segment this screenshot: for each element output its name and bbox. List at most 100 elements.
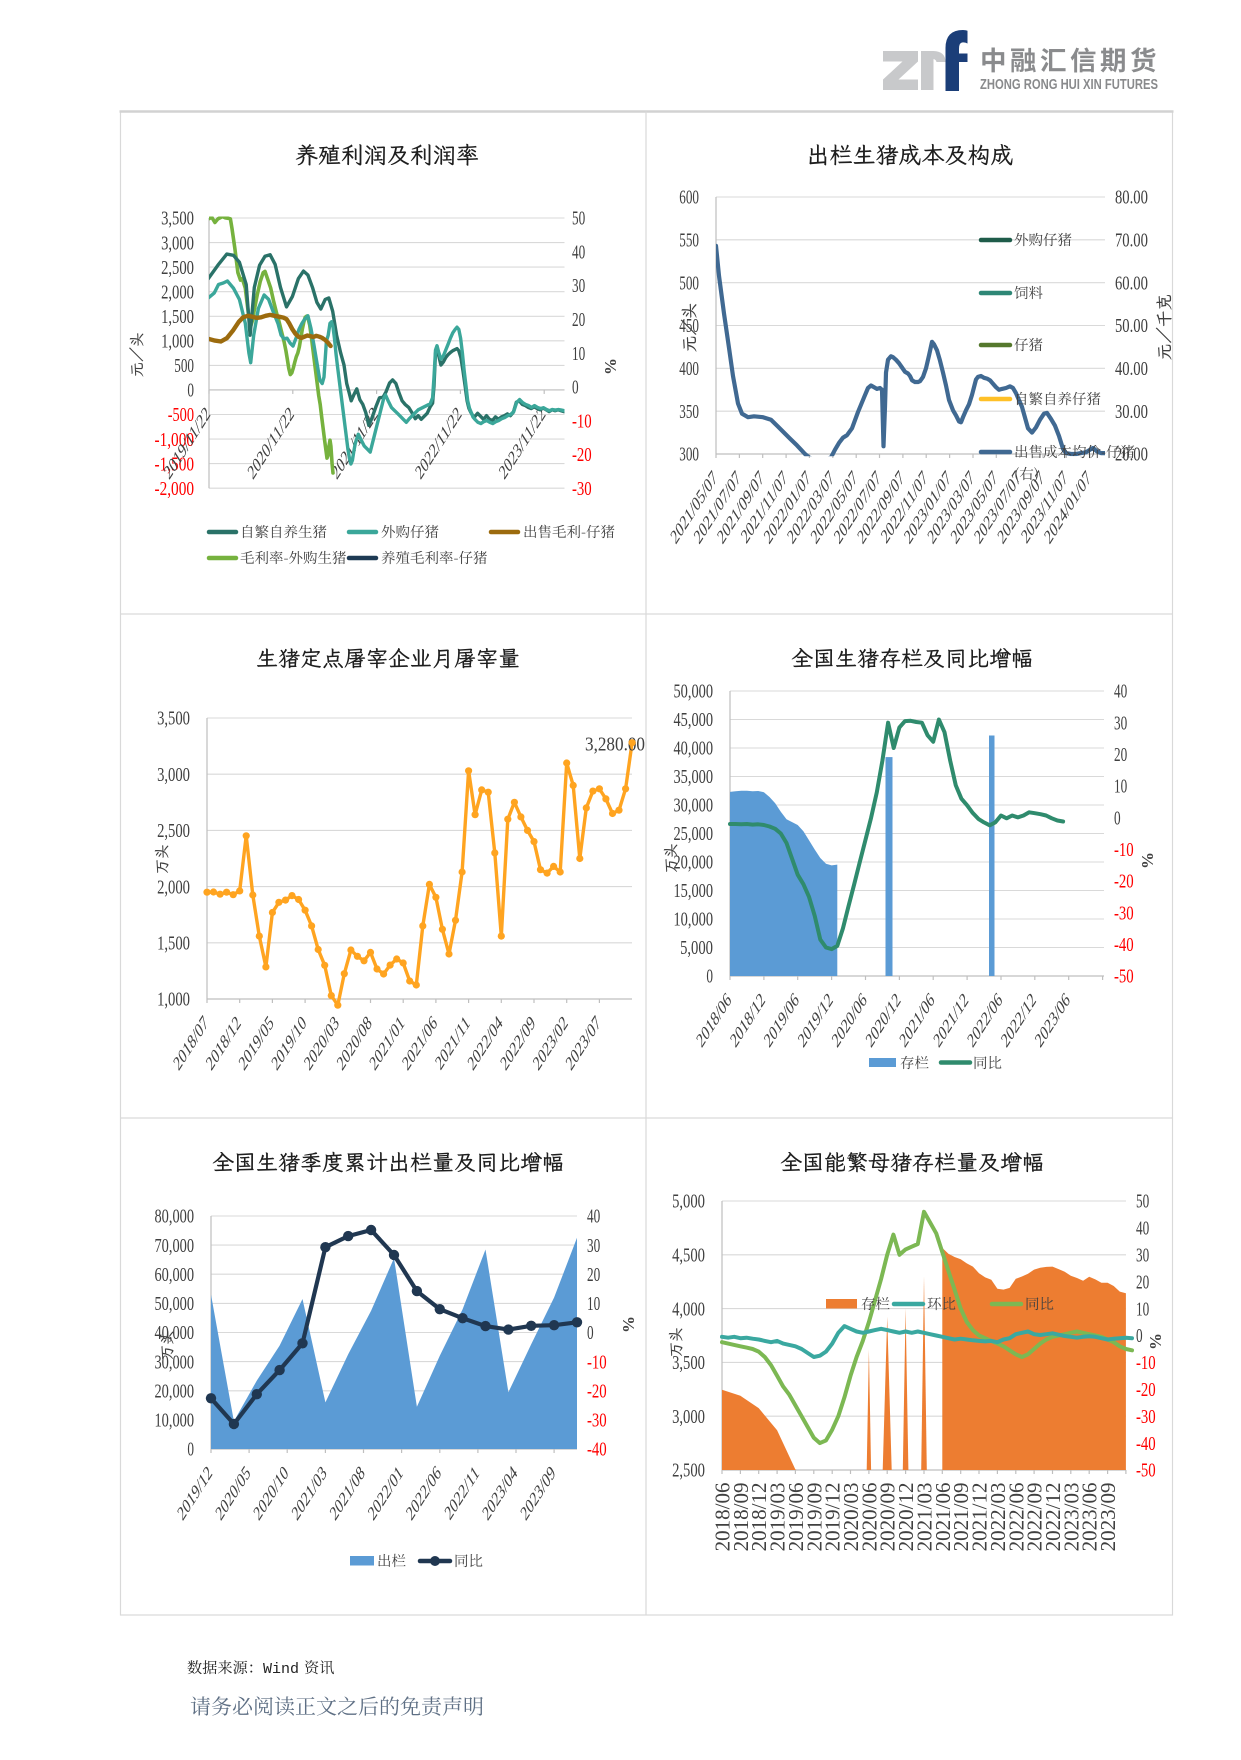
svg-text:2018/06: 2018/06 bbox=[711, 1483, 735, 1552]
svg-text:-20: -20 bbox=[1114, 871, 1134, 893]
svg-text:-10: -10 bbox=[1114, 839, 1134, 861]
svg-text:400: 400 bbox=[679, 358, 699, 380]
svg-text:40: 40 bbox=[1136, 1218, 1149, 1240]
svg-text:40,000: 40,000 bbox=[674, 738, 714, 760]
svg-text:3,500: 3,500 bbox=[161, 208, 194, 230]
svg-text:-10: -10 bbox=[1136, 1352, 1156, 1374]
svg-text:2023/06: 2023/06 bbox=[1078, 1483, 1102, 1552]
svg-text:20,000: 20,000 bbox=[155, 1381, 195, 1403]
svg-text:50.00: 50.00 bbox=[1115, 315, 1148, 337]
svg-text:5,000: 5,000 bbox=[672, 1191, 705, 1213]
svg-text:70.00: 70.00 bbox=[1115, 230, 1148, 252]
svg-text:2023/03: 2023/03 bbox=[1059, 1483, 1083, 1552]
svg-text:2,000: 2,000 bbox=[161, 281, 194, 303]
svg-text:15,000: 15,000 bbox=[674, 880, 714, 902]
svg-text:25,000: 25,000 bbox=[674, 823, 714, 845]
svg-text:-30: -30 bbox=[587, 1410, 607, 1432]
svg-text:1,000: 1,000 bbox=[161, 331, 194, 353]
svg-text:350: 350 bbox=[679, 401, 699, 423]
svg-text:2021/03: 2021/03 bbox=[913, 1483, 937, 1552]
svg-text:0: 0 bbox=[1136, 1325, 1143, 1347]
svg-text:%: % bbox=[619, 1316, 638, 1333]
svg-text:10: 10 bbox=[1114, 776, 1127, 798]
svg-text:20: 20 bbox=[587, 1264, 600, 1286]
svg-text:10: 10 bbox=[572, 343, 585, 365]
svg-text:40.00: 40.00 bbox=[1115, 358, 1148, 380]
svg-text:30: 30 bbox=[1114, 712, 1127, 734]
svg-text:20: 20 bbox=[1114, 744, 1127, 766]
svg-text:%: % bbox=[1146, 1333, 1165, 1350]
svg-text:3,500: 3,500 bbox=[157, 708, 190, 730]
svg-text:-2,000: -2,000 bbox=[155, 478, 195, 500]
svg-text:2022/06: 2022/06 bbox=[1004, 1483, 1028, 1552]
svg-text:2020/06: 2020/06 bbox=[857, 1483, 881, 1552]
svg-text:-500: -500 bbox=[168, 404, 194, 426]
svg-text:-40: -40 bbox=[1136, 1433, 1156, 1455]
svg-text:20: 20 bbox=[1136, 1271, 1149, 1293]
svg-text:-40: -40 bbox=[1114, 934, 1134, 956]
svg-text:2022/12: 2022/12 bbox=[1041, 1483, 1065, 1552]
svg-text:-40: -40 bbox=[587, 1439, 607, 1461]
svg-text:10,000: 10,000 bbox=[155, 1410, 195, 1432]
svg-text:3,500: 3,500 bbox=[672, 1352, 705, 1374]
svg-text:-30: -30 bbox=[572, 478, 592, 500]
svg-text:2021/06: 2021/06 bbox=[931, 1483, 955, 1552]
svg-text:4,000: 4,000 bbox=[672, 1298, 705, 1320]
svg-text:3,000: 3,000 bbox=[672, 1406, 705, 1428]
svg-text:500: 500 bbox=[174, 355, 194, 377]
svg-text:40: 40 bbox=[1114, 681, 1127, 703]
svg-text:2018/09: 2018/09 bbox=[729, 1483, 753, 1552]
svg-text:50,000: 50,000 bbox=[674, 681, 714, 703]
svg-text:2022/03: 2022/03 bbox=[986, 1483, 1010, 1552]
svg-text:%: % bbox=[601, 358, 620, 375]
svg-text:30,000: 30,000 bbox=[674, 795, 714, 817]
svg-text:500: 500 bbox=[679, 272, 699, 294]
svg-text:-1,500: -1,500 bbox=[155, 453, 195, 475]
svg-text:300: 300 bbox=[679, 444, 699, 466]
svg-text:50: 50 bbox=[572, 208, 585, 230]
svg-text:-20: -20 bbox=[587, 1381, 607, 1403]
svg-text:30: 30 bbox=[572, 275, 585, 297]
svg-text:30: 30 bbox=[587, 1235, 600, 1257]
svg-text:5,000: 5,000 bbox=[680, 937, 713, 959]
svg-text:-20: -20 bbox=[1136, 1379, 1156, 1401]
svg-text:-30: -30 bbox=[1114, 902, 1134, 924]
svg-text:70,000: 70,000 bbox=[155, 1235, 195, 1257]
svg-text:0: 0 bbox=[187, 380, 194, 402]
svg-text:40: 40 bbox=[572, 242, 585, 264]
svg-text:2019/12: 2019/12 bbox=[821, 1483, 845, 1552]
svg-text:-10: -10 bbox=[587, 1351, 607, 1373]
svg-text:2019/03: 2019/03 bbox=[766, 1483, 790, 1552]
svg-text:2,500: 2,500 bbox=[672, 1460, 705, 1482]
svg-text:1,500: 1,500 bbox=[161, 306, 194, 328]
svg-text:45,000: 45,000 bbox=[674, 709, 714, 731]
svg-text:20: 20 bbox=[572, 309, 585, 331]
svg-text:550: 550 bbox=[679, 230, 699, 252]
svg-text:0: 0 bbox=[706, 966, 713, 988]
svg-text:-1,000: -1,000 bbox=[155, 429, 195, 451]
svg-text:20,000: 20,000 bbox=[674, 852, 714, 874]
svg-text:ZHONG RONG HUI XIN FUTURES: ZHONG RONG HUI XIN FUTURES bbox=[980, 77, 1158, 93]
svg-text:2,500: 2,500 bbox=[157, 820, 190, 842]
svg-text:40: 40 bbox=[587, 1206, 600, 1228]
svg-text:2023/09: 2023/09 bbox=[1096, 1483, 1120, 1552]
svg-text:30.00: 30.00 bbox=[1115, 401, 1148, 423]
svg-text:0: 0 bbox=[187, 1439, 194, 1461]
svg-text:Wind: Wind bbox=[263, 1661, 299, 1678]
svg-text:-50: -50 bbox=[1136, 1460, 1156, 1482]
svg-text:40,000: 40,000 bbox=[155, 1322, 195, 1344]
svg-text:50: 50 bbox=[1136, 1191, 1149, 1213]
svg-text:2,500: 2,500 bbox=[161, 257, 194, 279]
svg-text:2019/06: 2019/06 bbox=[784, 1483, 808, 1552]
svg-text:2018/12: 2018/12 bbox=[747, 1483, 771, 1552]
svg-text:%: % bbox=[1138, 852, 1157, 869]
svg-text:60,000: 60,000 bbox=[155, 1264, 195, 1286]
svg-text:-30: -30 bbox=[1136, 1406, 1156, 1428]
svg-text:2021/12: 2021/12 bbox=[968, 1483, 992, 1552]
svg-text:10,000: 10,000 bbox=[674, 909, 714, 931]
svg-text:2022/09: 2022/09 bbox=[1023, 1483, 1047, 1552]
svg-text:2020/03: 2020/03 bbox=[839, 1483, 863, 1552]
svg-text:1,000: 1,000 bbox=[157, 989, 190, 1011]
svg-text:0: 0 bbox=[572, 377, 579, 399]
svg-text:450: 450 bbox=[679, 315, 699, 337]
